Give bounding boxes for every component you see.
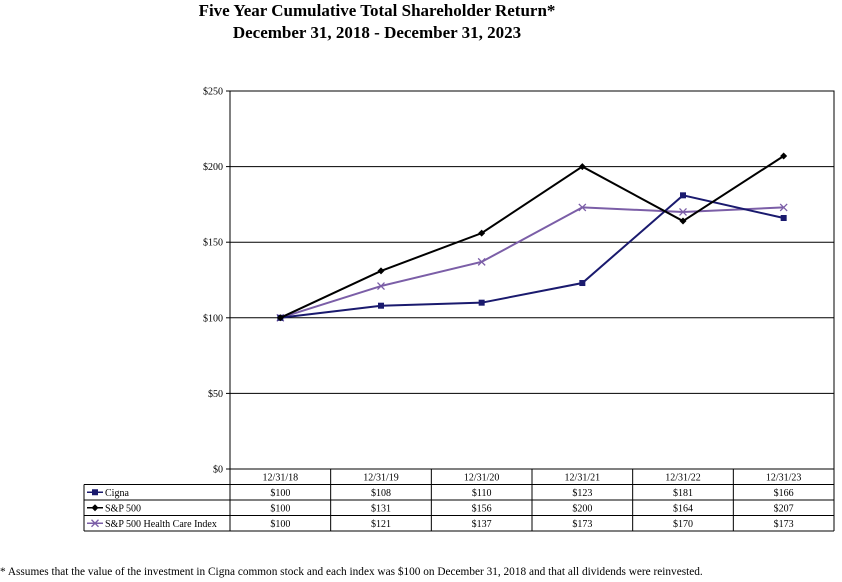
data-label: $181: [673, 488, 693, 499]
chart: $0$50$100$150$200$250 12/31/18 12/31/19 12…: [83, 87, 835, 532]
data-point: [378, 302, 384, 309]
legend-label: Cigna: [105, 488, 129, 499]
data-label: $200: [572, 503, 592, 514]
data-label: $170: [673, 519, 693, 530]
chart-subtitle: December 31, 2018 - December 31, 2023: [232, 23, 522, 42]
data-label: $156: [472, 503, 492, 514]
y-axis-ticks: $0 $50 $100 $150 $200 $250: [203, 87, 230, 476]
data-label: $207: [774, 503, 794, 514]
y-tick-label: $250: [203, 87, 223, 98]
legend-label: S&P 500 Health Care Index: [105, 519, 217, 530]
y-tick-label: $100: [203, 313, 223, 324]
data-point: [779, 203, 788, 212]
data-point: [377, 267, 385, 275]
data-table: 12/31/18 12/31/19 12/31/20 12/31/21 12/31/22…: [83, 469, 835, 532]
data-point: [679, 208, 687, 216]
data-point: [780, 215, 787, 222]
data-label: $110: [472, 488, 492, 499]
data-point: [780, 152, 788, 160]
data-label: $108: [371, 488, 391, 499]
legend-marker: [92, 489, 98, 496]
data-point: [477, 257, 486, 266]
data-label: $137: [472, 519, 492, 530]
data-point: [680, 192, 686, 199]
series-line: [280, 206, 784, 319]
data-point: [478, 299, 485, 306]
series-line: [279, 155, 785, 319]
data-point: [579, 280, 586, 287]
data-label: $173: [774, 519, 794, 530]
series-line: [280, 194, 784, 319]
series-s-p-500-health-care-index: [276, 203, 788, 322]
legend-label: S&P 500: [105, 503, 141, 514]
data-point: [276, 314, 284, 322]
series-s-p-500: [276, 152, 788, 322]
x-tick-label: 12/31/22: [665, 473, 701, 484]
data-label: $121: [371, 519, 391, 530]
y-tick-label: $150: [203, 238, 223, 249]
x-tick-label: 12/31/19: [363, 473, 399, 484]
data-label: $164: [673, 503, 693, 514]
data-point: [578, 203, 587, 212]
data-label: $173: [572, 519, 592, 530]
data-label: $100: [270, 503, 290, 514]
data-label: $100: [270, 519, 290, 530]
x-tick-label: 12/31/23: [766, 473, 802, 484]
y-tick-label: $0: [213, 465, 223, 476]
x-tick-label: 12/31/20: [464, 473, 500, 484]
data-point: [377, 282, 385, 291]
data-point: [478, 229, 486, 237]
data-label: $166: [774, 488, 794, 499]
data-series: [276, 152, 788, 322]
footnote: * Assumes that the value of the investme…: [0, 566, 703, 578]
x-tick-label: 12/31/21: [565, 473, 601, 484]
data-label: $131: [371, 503, 391, 514]
y-tick-label: $200: [203, 162, 223, 173]
data-point: [679, 217, 687, 225]
data-point: [578, 163, 586, 171]
y-tick-label: $50: [208, 389, 223, 400]
x-tick-label: 12/31/18: [263, 473, 299, 484]
data-label: $123: [572, 488, 592, 499]
grid-lines: [230, 166, 834, 394]
data-label: $100: [270, 488, 290, 499]
plot-area-border: [229, 90, 835, 470]
chart-title: Five Year Cumulative Total Shareholder R…: [198, 1, 556, 20]
legend-marker: [91, 504, 99, 512]
legend-marker: [91, 519, 99, 528]
